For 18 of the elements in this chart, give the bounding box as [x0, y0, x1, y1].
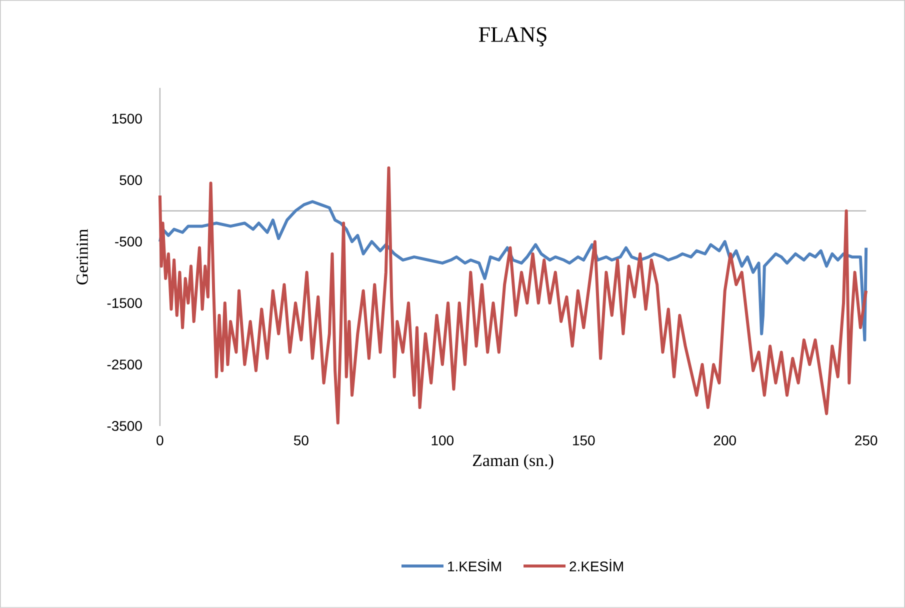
x-axis-title: Zaman (sn.): [472, 454, 554, 470]
y-axis-title: Gerinim: [76, 229, 88, 285]
y-tick-label: -3500: [107, 421, 142, 431]
x-tick-label: 200: [714, 436, 736, 446]
y-tick-label: -500: [115, 236, 142, 247]
y-tick-label: 500: [120, 175, 142, 186]
y-tick-label: -2500: [107, 360, 142, 370]
line-series: [158, 200, 868, 342]
chart-title: FLANŞ: [478, 27, 546, 46]
x-tick-label: 150: [573, 436, 595, 446]
y-tick-label: 1500: [112, 114, 142, 124]
legend-label: 2.KESİM: [570, 559, 623, 572]
y-tick-label: -1500: [107, 298, 142, 308]
x-tick-label: 250: [855, 436, 878, 446]
legend-label: 1.KESİM: [448, 559, 501, 572]
x-tick-label: 50: [294, 436, 308, 446]
x-tick-label: 0: [156, 436, 164, 446]
x-tick-label: 100: [432, 436, 454, 446]
